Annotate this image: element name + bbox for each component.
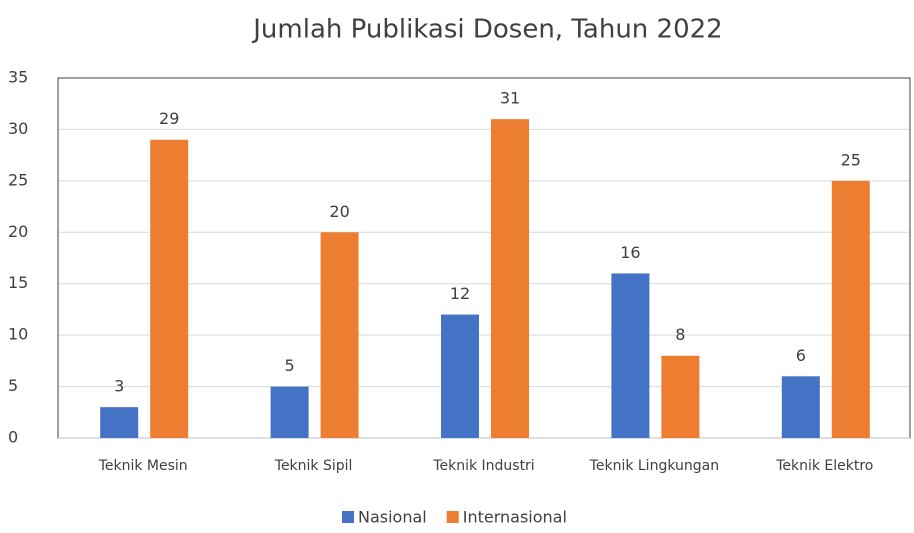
data-label: 20 <box>329 202 349 221</box>
x-tick-label: Teknik Lingkungan <box>589 458 719 474</box>
data-label: 16 <box>620 243 640 262</box>
x-tick-label: Teknik Mesin <box>98 458 188 474</box>
y-tick-label: 5 <box>8 376 18 395</box>
chart-title: Jumlah Publikasi Dosen, Tahun 2022 <box>251 15 722 45</box>
bar <box>150 139 189 438</box>
bar <box>781 376 820 438</box>
data-label: 6 <box>796 346 806 365</box>
bar <box>270 386 309 438</box>
bar <box>320 232 359 438</box>
y-tick-label: 30 <box>8 119 28 138</box>
y-tick-label: 15 <box>8 273 28 292</box>
bar <box>661 355 700 438</box>
legend-swatch <box>446 511 459 523</box>
data-label: 3 <box>114 377 124 396</box>
data-label: 12 <box>450 284 470 303</box>
bar <box>831 180 870 438</box>
bar <box>491 119 529 439</box>
data-label: 25 <box>841 150 861 169</box>
data-label: 29 <box>159 109 179 128</box>
y-tick-label: 20 <box>8 222 28 241</box>
legend-label: Nasional <box>358 508 427 527</box>
bar <box>441 314 479 438</box>
data-label: 8 <box>675 325 685 344</box>
bar <box>100 407 139 438</box>
y-tick-label: 35 <box>8 68 28 87</box>
data-label: 31 <box>500 89 520 108</box>
x-tick-label: Teknik Elektro <box>775 458 873 474</box>
y-tick-label: 25 <box>8 170 28 189</box>
x-tick-label: Teknik Industri <box>432 458 534 474</box>
data-label: 5 <box>285 356 295 375</box>
x-tick-label: Teknik Sipil <box>274 458 353 474</box>
legend-swatch <box>342 511 354 523</box>
bar <box>611 273 650 438</box>
y-tick-label: 0 <box>8 428 18 447</box>
y-tick-label: 10 <box>8 325 28 344</box>
legend-label: Internasional <box>463 508 567 527</box>
